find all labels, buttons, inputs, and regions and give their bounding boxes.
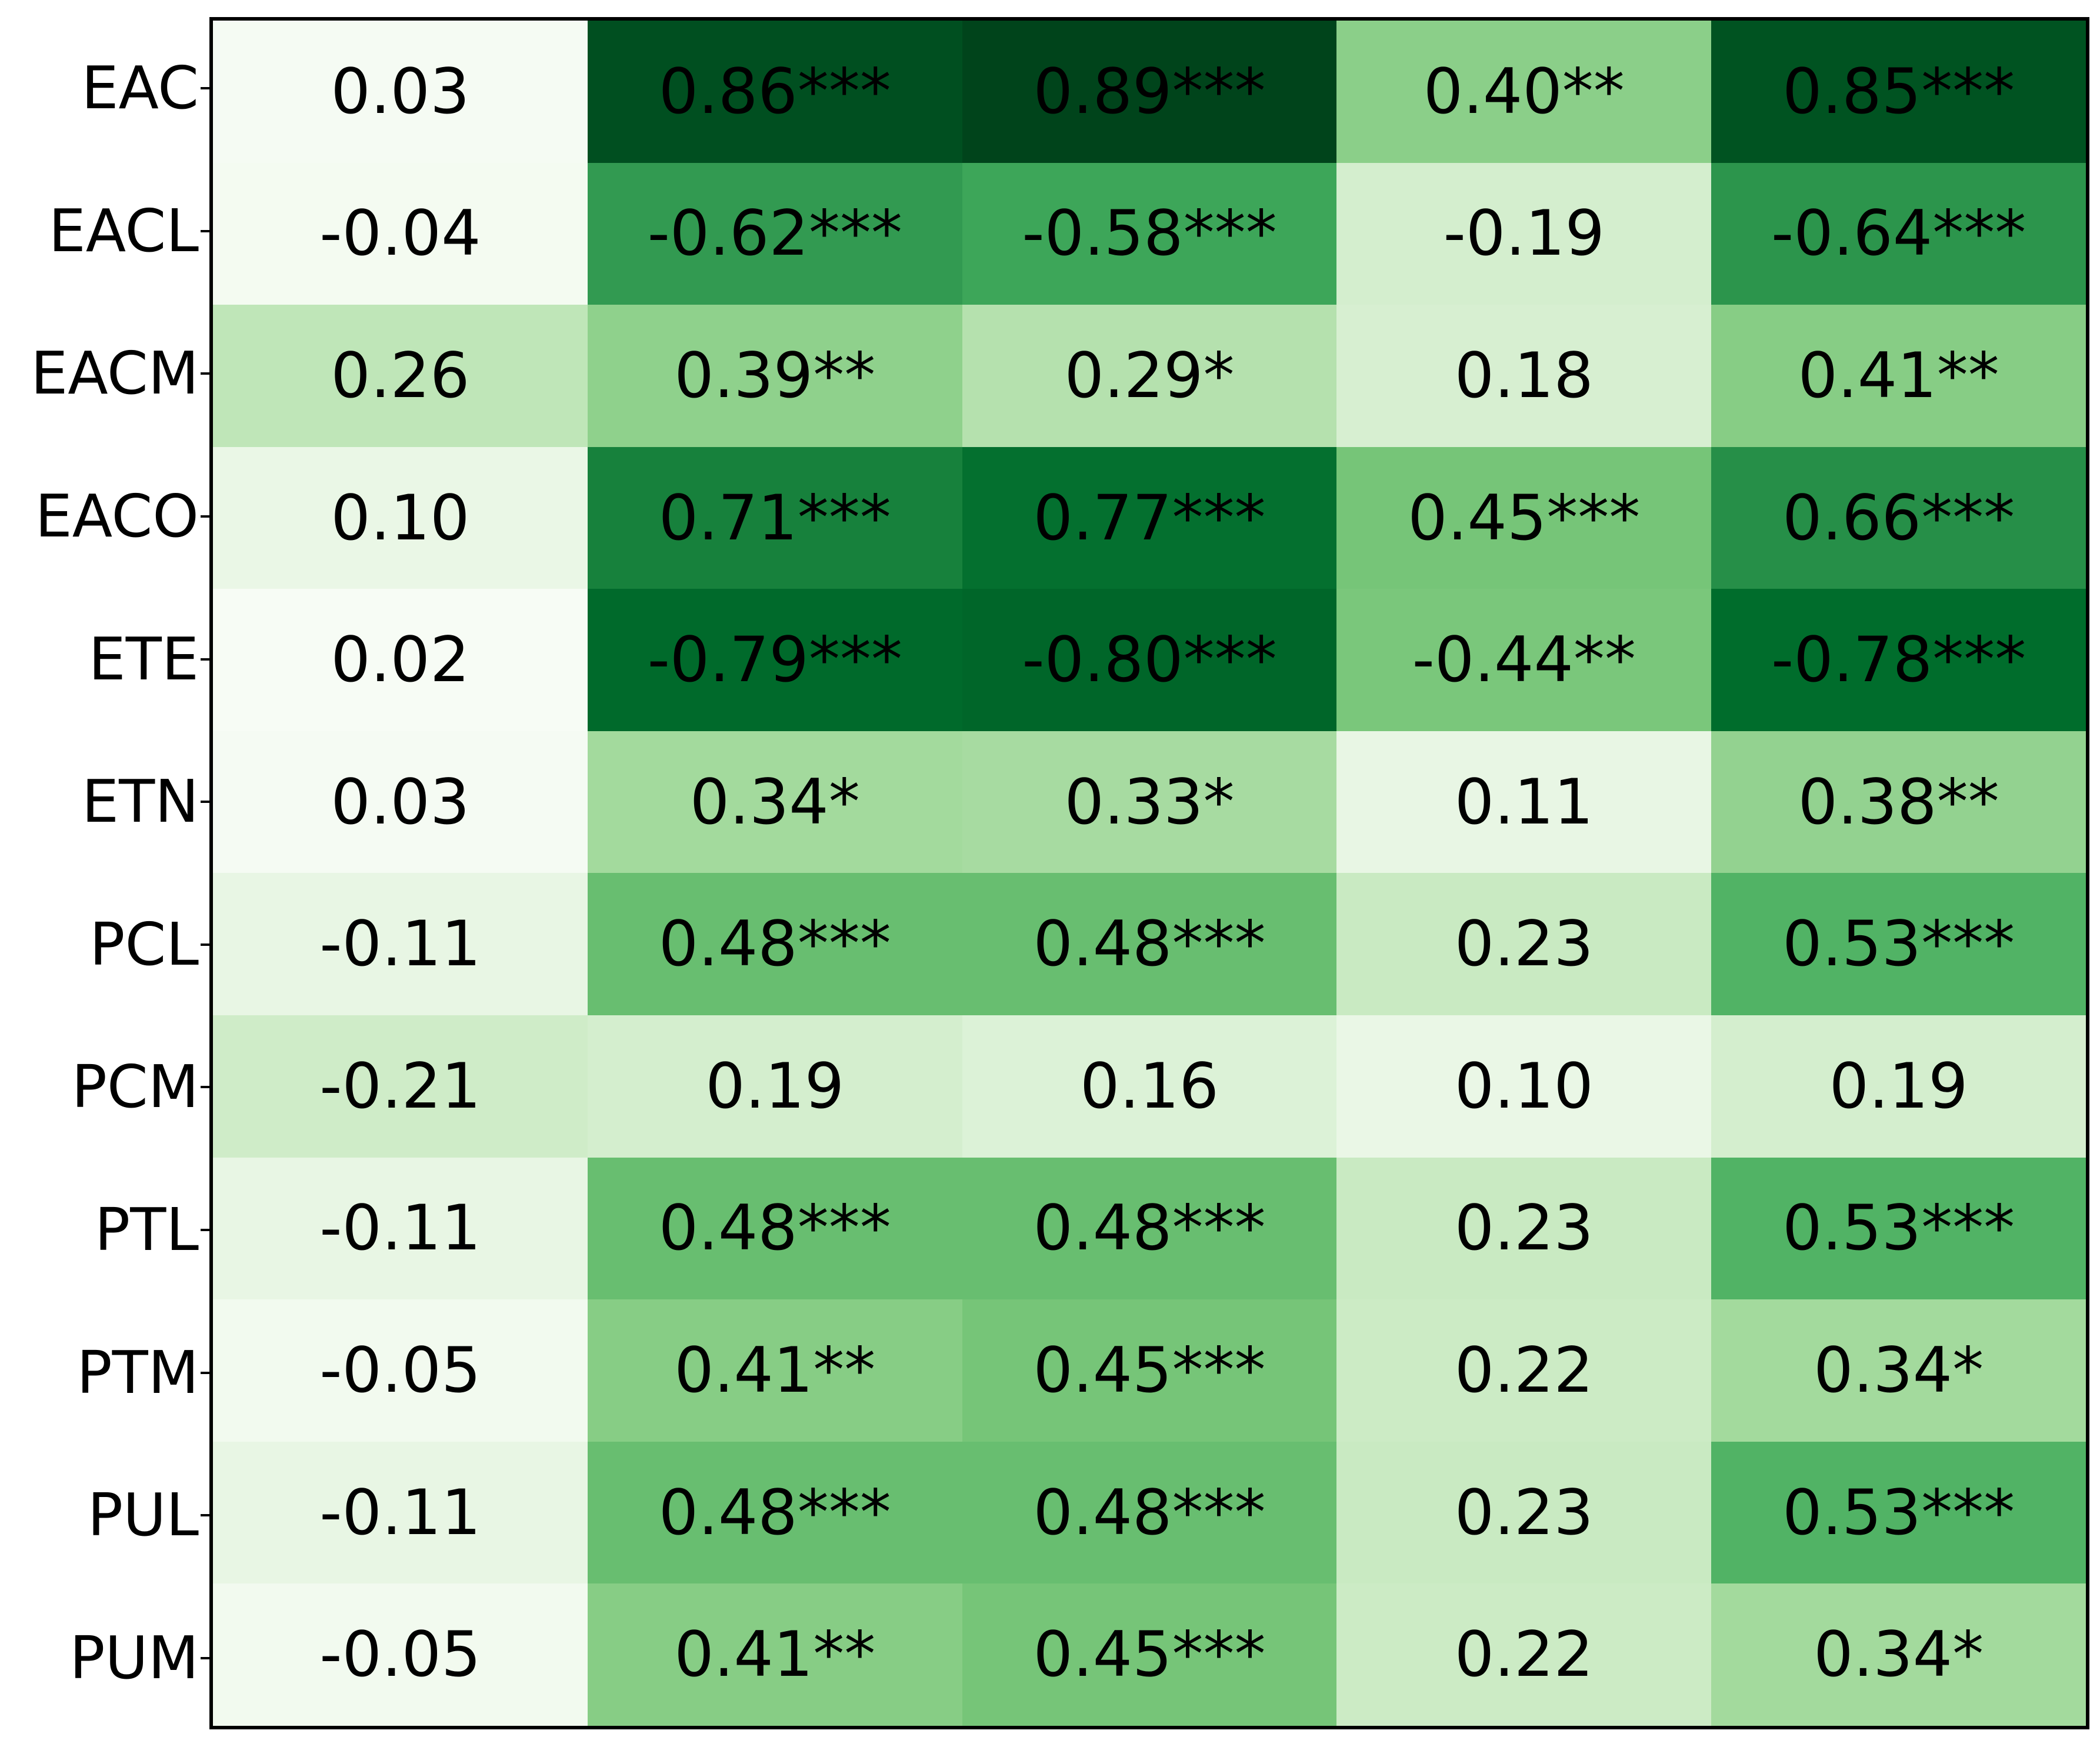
- heatmap-cell: 0.34*: [587, 731, 962, 874]
- y-axis-tick: [201, 1371, 209, 1374]
- heatmap-cell: 0.48***: [587, 1157, 962, 1300]
- heatmap-cell: 0.23: [1336, 1157, 1712, 1300]
- heatmap-cell: 0.34*: [1711, 1299, 2086, 1442]
- heatmap-cell: 0.38**: [1711, 731, 2086, 874]
- heatmap-cell: 0.22: [1336, 1299, 1712, 1442]
- y-axis-tick: [201, 943, 209, 946]
- heatmap-cell: 0.18: [1336, 305, 1712, 447]
- y-axis-tick: [201, 229, 209, 232]
- row-label-etn: ETN: [81, 767, 199, 836]
- row-label-ete: ETE: [88, 624, 199, 694]
- heatmap-cell: -0.05: [213, 1299, 588, 1442]
- heatmap-cell: 0.34*: [1711, 1583, 2086, 1726]
- row-label-pum: PUM: [69, 1623, 199, 1692]
- heatmap-cell: 0.71***: [587, 446, 962, 589]
- heatmap-cell: 0.33*: [962, 731, 1337, 874]
- y-axis-tick: [201, 1514, 209, 1517]
- heatmap-cell: -0.79***: [587, 589, 962, 731]
- heatmap-cell: 0.10: [213, 446, 588, 589]
- heatmap-cell: 0.19: [587, 1015, 962, 1158]
- heatmap-cell: 0.40**: [1336, 21, 1712, 163]
- heatmap-cell: 0.45***: [1336, 446, 1712, 589]
- heatmap-cell: -0.62***: [587, 162, 962, 305]
- row-label-eacm: EACM: [31, 339, 199, 408]
- heatmap-cell: 0.23: [1336, 873, 1712, 1016]
- heatmap-cell: 0.66***: [1711, 446, 2086, 589]
- heatmap-cell: 0.85***: [1711, 21, 2086, 163]
- heatmap-plot-area: 0.03 0.86*** 0.89*** 0.40** 0.85*** -0.04 -0.6…: [209, 17, 2089, 1729]
- row-label-ptm: PTM: [76, 1338, 199, 1407]
- heatmap-cell: 0.22: [1336, 1583, 1712, 1726]
- heatmap-cell: -0.05: [213, 1583, 588, 1726]
- heatmap-cell: 0.41**: [587, 1299, 962, 1442]
- heatmap-cell: -0.11: [213, 873, 588, 1016]
- heatmap-cell: 0.53***: [1711, 1157, 2086, 1300]
- heatmap-cell: 0.89***: [962, 21, 1337, 163]
- row-label-eacl: EACL: [48, 196, 199, 265]
- heatmap-cell: -0.78***: [1711, 589, 2086, 731]
- heatmap-cell: 0.45***: [962, 1299, 1337, 1442]
- heatmap-cell: 0.41**: [587, 1583, 962, 1726]
- y-axis-tick: [201, 1086, 209, 1089]
- y-axis-tick: [201, 1228, 209, 1231]
- heatmap-cell: -0.80***: [962, 589, 1337, 731]
- y-axis-tick: [201, 658, 209, 661]
- y-axis-tick: [201, 515, 209, 518]
- heatmap-cell: 0.02: [213, 589, 588, 731]
- heatmap-cell: 0.48***: [962, 1157, 1337, 1300]
- heatmap-cell: 0.48***: [962, 1441, 1337, 1584]
- heatmap-cell: -0.11: [213, 1157, 588, 1300]
- heatmap-cell: 0.53***: [1711, 873, 2086, 1016]
- y-axis-tick: [201, 801, 209, 804]
- row-label-eac: EAC: [81, 54, 199, 123]
- row-label-eaco: EACO: [35, 482, 199, 551]
- row-label-pul: PUL: [87, 1481, 199, 1550]
- y-axis-tick: [201, 1656, 209, 1659]
- y-axis-tick: [201, 372, 209, 375]
- heatmap-cell: 0.26: [213, 305, 588, 447]
- heatmap-cell: 0.19: [1711, 1015, 2086, 1158]
- heatmap-cell: 0.11: [1336, 731, 1712, 874]
- heatmap-cell: 0.03: [213, 731, 588, 874]
- heatmap-cell: -0.21: [213, 1015, 588, 1158]
- heatmap-cell: -0.44**: [1336, 589, 1712, 731]
- heatmap-cell: 0.39**: [587, 305, 962, 447]
- heatmap-cell: 0.77***: [962, 446, 1337, 589]
- heatmap-cell: -0.11: [213, 1441, 588, 1584]
- heatmap-cell: 0.29*: [962, 305, 1337, 447]
- heatmap-cell: -0.64***: [1711, 162, 2086, 305]
- heatmap-cell: 0.16: [962, 1015, 1337, 1158]
- heatmap-cell: -0.19: [1336, 162, 1712, 305]
- heatmap-cell: 0.41**: [1711, 305, 2086, 447]
- heatmap-cell: -0.58***: [962, 162, 1337, 305]
- heatmap-cell: 0.48***: [962, 873, 1337, 1016]
- heatmap-cell: 0.23: [1336, 1441, 1712, 1584]
- heatmap-cell: 0.86***: [587, 21, 962, 163]
- heatmap-cell: 0.48***: [587, 1441, 962, 1584]
- heatmap-cell: -0.04: [213, 162, 588, 305]
- heatmap-cell: 0.53***: [1711, 1441, 2086, 1584]
- heatmap-cell: 0.48***: [587, 873, 962, 1016]
- heatmap-cell: 0.03: [213, 21, 588, 163]
- heatmap-cell: 0.45***: [962, 1583, 1337, 1726]
- y-axis-tick: [201, 87, 209, 90]
- row-label-ptl: PTL: [94, 1195, 199, 1264]
- row-label-pcm: PCM: [71, 1052, 199, 1122]
- row-label-pcl: PCL: [89, 909, 199, 979]
- heatmap-cell: 0.10: [1336, 1015, 1712, 1158]
